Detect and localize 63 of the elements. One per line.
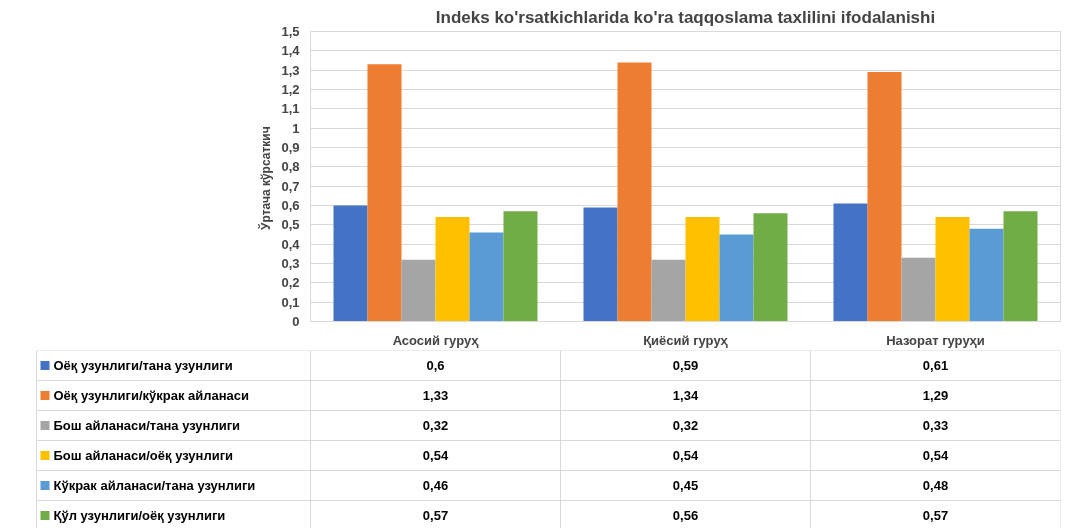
data-label: 0,32 [672,418,699,433]
y-tick-label: 1,3 [281,62,300,78]
legend-label: Қўл узунлиги/оёқ узунлиги [53,508,226,523]
bar [367,64,402,322]
data-label: 1,33 [422,388,449,403]
bar [469,232,504,322]
y-tick-label: 0,1 [281,294,300,310]
data-label: 0,54 [422,448,449,463]
y-tick-label: 0,8 [281,159,300,175]
data-label: 0,54 [672,448,699,463]
legend-label: Кўкрак айланаси/тана узунлиги [53,478,256,493]
data-label: 0,6 [426,358,445,373]
chart-title: Indeks ko'rsatkichlarida ko'ra taqqoslama taxlilini ifodalanishi [435,7,936,27]
data-label: 0,48 [922,478,949,493]
legend-label: Оёқ узунлиги/кўкрак айланаси [53,388,250,403]
bar [935,217,970,322]
data-label: 0,54 [922,448,949,463]
y-tick-label: 0 [292,314,300,329]
data-label: 1,29 [922,388,949,403]
data-label: 1,34 [672,388,699,403]
y-tick-label: 0,4 [281,236,301,252]
data-label: 0,33 [922,418,949,433]
bar [1003,211,1038,322]
y-tick-label: 0,3 [281,256,300,271]
bar [867,72,902,322]
y-tick-label: 0,9 [281,140,300,155]
y-tick-label: 0,7 [281,178,300,194]
data-label: 0,57 [422,508,449,523]
bar [583,207,618,322]
bar [685,217,720,322]
bar [833,203,868,322]
bar [969,228,1004,322]
bar [651,259,686,322]
bar [503,211,538,322]
y-tick-label: 1,2 [281,82,300,97]
legend-label: Оёқ узунлиги/тана узунлиги [53,358,233,373]
x-tick-label: Қиёсий гуруҳ [643,332,729,348]
legend-label: Бош айланаси/тана узунлиги [53,418,241,433]
y-axis-title: Ўртача кўрсаткич [258,126,274,231]
x-tick-label: Назорат гуруҳи [886,332,985,348]
bar [753,213,788,322]
y-tick-label: 1,4 [281,43,301,59]
y-tick-label: 0,6 [281,198,300,213]
data-label: 0,45 [672,478,699,493]
bar [901,257,936,322]
data-label: 0,56 [672,508,699,523]
data-label: 0,32 [422,418,449,433]
y-tick-label: 1,5 [281,24,300,39]
data-label: 0,61 [922,358,949,373]
y-tick-label: 1 [292,120,300,136]
legend-label: Бош айланаси/оёқ узунлиги [53,448,234,463]
y-tick-label: 0,5 [281,217,300,233]
data-label: 0,46 [422,478,449,493]
y-tick-label: 0,2 [281,275,300,291]
bar [719,234,754,322]
bar [401,259,436,322]
bar [617,62,652,322]
data-label: 0,57 [922,508,949,523]
y-tick-label: 1,1 [281,101,300,117]
data-label: 0,59 [672,358,699,373]
bar [435,217,470,322]
bar [333,205,368,322]
x-tick-label: Асосий гуруҳ [392,332,480,348]
